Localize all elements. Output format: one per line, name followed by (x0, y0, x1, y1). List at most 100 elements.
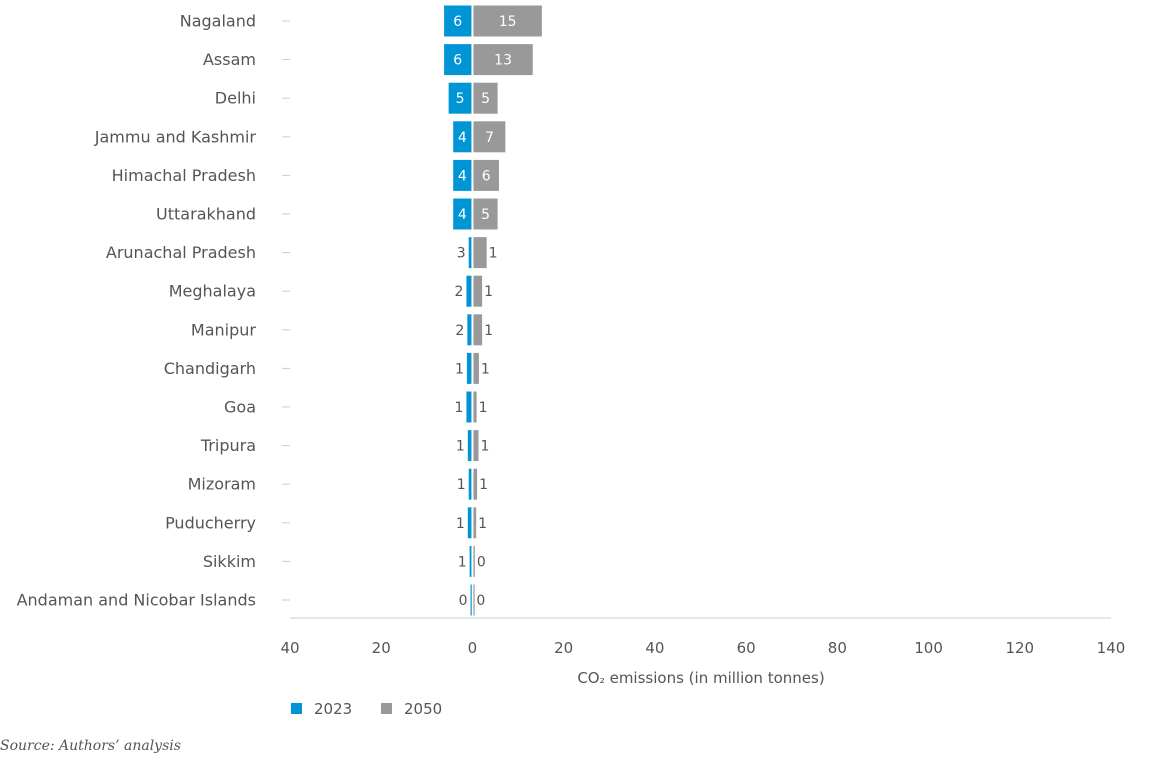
legend-swatch-2023 (291, 703, 302, 714)
bar-2050 (473, 82, 498, 114)
category-labels: Nagaland Assam Delhi Jammu and Kashmir Himac… (17, 12, 257, 610)
bar-2050 (473, 391, 477, 423)
value-label-2050: 1 (489, 246, 498, 262)
bar-2023 (468, 468, 472, 500)
legend-label-2023: 2023 (314, 700, 352, 718)
value-label-2023: 1 (457, 477, 466, 493)
x-tick-label: 120 (1005, 639, 1034, 657)
x-tick-label: 140 (1097, 639, 1126, 657)
x-tick-label: 40 (280, 639, 299, 657)
category-label: Puducherry (165, 513, 256, 532)
bar-2050 (473, 584, 475, 616)
x-tick-label: 60 (737, 639, 756, 657)
x-tick-labels: 40 20 0 20 40 60 80 100 120 140 (280, 639, 1125, 657)
value-label-2023: 2 (455, 323, 464, 339)
value-label-2023: 1 (455, 400, 464, 416)
value-label-2023: 3 (457, 246, 466, 262)
bar-2023 (466, 352, 472, 384)
bar-2023 (444, 5, 472, 37)
value-label-2050: 1 (481, 361, 490, 377)
bar-2023 (453, 159, 472, 191)
value-label-2050: 15 (499, 14, 517, 30)
value-label-2050: 1 (478, 516, 487, 532)
value-label-2023: 1 (456, 516, 465, 532)
value-label-2023: 4 (458, 130, 467, 146)
bar-2023 (467, 430, 472, 462)
value-label-2050: 1 (480, 439, 489, 455)
bar-2023 (469, 545, 472, 577)
value-label-2023: 6 (453, 14, 462, 30)
value-label-2023: 5 (456, 91, 465, 107)
bar-2050 (473, 468, 478, 500)
x-tick-label: 20 (372, 639, 391, 657)
value-label-2023: 1 (455, 361, 464, 377)
category-ticks (282, 20, 290, 601)
value-label-2023: 4 (458, 168, 467, 184)
bar-2023 (470, 584, 472, 616)
category-label: Uttarakhand (156, 205, 256, 224)
value-label-2050: 1 (484, 323, 493, 339)
category-label: Chandigarh (164, 359, 256, 378)
value-label-2023: 4 (458, 207, 467, 223)
bar-2050 (473, 44, 533, 76)
bar-2050 (473, 275, 483, 307)
value-label-2050: 5 (481, 91, 490, 107)
value-label-2050: 6 (482, 168, 491, 184)
value-label-2023: 0 (459, 593, 468, 609)
x-tick-label: 40 (645, 639, 664, 657)
value-label-2050: 1 (479, 477, 488, 493)
bar-2050 (473, 352, 479, 384)
bar-2050 (473, 198, 498, 230)
bar-2023 (444, 44, 472, 76)
x-tick-label: 0 (468, 639, 478, 657)
value-label-2023: 1 (456, 439, 465, 455)
bars (444, 5, 542, 616)
legend-swatch-2050 (381, 703, 392, 714)
legend: 2023 2050 (291, 700, 442, 718)
source-note: Source: Authors’ analysis (0, 738, 181, 754)
value-labels: 6 156 135 54 74 64 53 12 12 11 11 11 11 11 11 00 0 (453, 14, 516, 609)
category-label: Mizoram (188, 475, 256, 494)
category-label: Assam (203, 50, 256, 69)
value-label-2050: 7 (485, 130, 494, 146)
bar-2023 (466, 391, 472, 423)
category-label: Meghalaya (169, 282, 256, 301)
bar-2050 (473, 507, 477, 539)
legend-label-2050: 2050 (404, 700, 442, 718)
bar-2050 (473, 314, 483, 346)
value-label-2050: 1 (479, 400, 488, 416)
bar-2050 (473, 430, 479, 462)
category-label: Andaman and Nicobar Islands (17, 591, 256, 610)
value-label-2050: 5 (481, 207, 490, 223)
bar-2023 (467, 507, 472, 539)
category-label: Goa (224, 398, 256, 417)
value-label-2050: 0 (476, 593, 485, 609)
x-axis-title: CO₂ emissions (in million tonnes) (577, 669, 824, 687)
bar-2050 (473, 121, 506, 153)
value-label-2050: 13 (494, 53, 512, 69)
x-tick-label: 80 (828, 639, 847, 657)
value-label-2023: 6 (453, 53, 462, 69)
category-label: Jammu and Kashmir (94, 127, 257, 146)
bar-2023 (466, 275, 472, 307)
x-tick-label: 20 (554, 639, 573, 657)
value-label-2050: 0 (477, 554, 486, 570)
category-label: Tripura (200, 436, 256, 455)
category-label: Arunachal Pradesh (106, 243, 256, 262)
bar-2050 (473, 5, 542, 37)
bar-chart: Nagaland Assam Delhi Jammu and Kashmir Himac… (17, 5, 1125, 718)
bar-2023 (468, 237, 472, 269)
value-label-2023: 2 (455, 284, 464, 300)
category-label: Nagaland (180, 12, 256, 31)
x-tick-label: 100 (914, 639, 943, 657)
value-label-2050: 1 (484, 284, 493, 300)
bar-2050 (473, 237, 487, 269)
bar-2023 (467, 314, 472, 346)
category-label: Himachal Pradesh (112, 166, 256, 185)
category-label: Manipur (191, 320, 256, 339)
bar-2023 (448, 82, 472, 114)
bar-2023 (453, 121, 472, 153)
category-label: Delhi (215, 89, 256, 108)
bar-2050 (473, 159, 499, 191)
value-label-2023: 1 (458, 554, 467, 570)
